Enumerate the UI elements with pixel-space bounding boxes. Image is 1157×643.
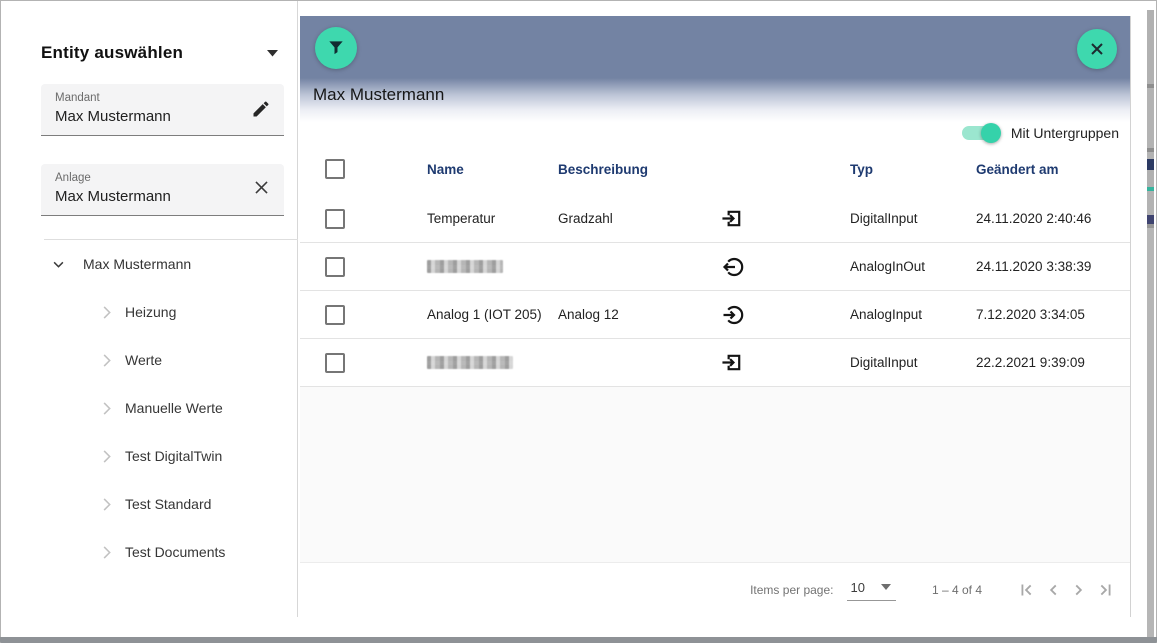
items-per-page-label: Items per page:: [750, 583, 834, 597]
cell-geaendert-am: 22.2.2021 9:39:09: [976, 355, 1085, 370]
panel-appbar: [300, 16, 1130, 78]
chevron-right-icon: [1075, 584, 1083, 596]
table-row[interactable]: DigitalInput 22.2.2021 9:39:09: [300, 339, 1130, 387]
cell-name: Analog 1 (IOT 205): [427, 307, 542, 322]
sidebar-title: Entity auswählen: [41, 43, 184, 62]
close-button[interactable]: [1077, 29, 1117, 69]
previous-page-button[interactable]: [1040, 577, 1066, 603]
chevron-right-icon[interactable]: [97, 495, 116, 514]
first-page-icon: [1021, 584, 1032, 596]
cell-geaendert-am: 24.11.2020 2:40:46: [976, 211, 1092, 226]
chevron-down-icon[interactable]: [266, 49, 279, 57]
tree-node-label: Werte: [125, 352, 163, 368]
subgroups-toggle-label: Mit Untergruppen: [1010, 124, 1119, 141]
table-row[interactable]: Analog 1 (IOT 205) Analog 12 AnalogInput…: [300, 291, 1130, 339]
cell-geaendert-am: 7.12.2020 3:34:05: [976, 307, 1085, 322]
input-square-icon: [722, 210, 741, 227]
anlage-label: Anlage: [55, 172, 91, 184]
row-checkbox[interactable]: [325, 256, 345, 277]
chevron-right-icon[interactable]: [97, 399, 116, 418]
tree-node-label: Test DigitalTwin: [125, 448, 223, 464]
panel-title: Max Mustermann: [313, 85, 445, 104]
tree-node[interactable]: Test Standard: [91, 480, 225, 528]
toggle-thumb[interactable]: [980, 122, 1001, 143]
tree-node-label: Manuelle Werte: [125, 400, 223, 416]
select-all-checkbox[interactable]: [325, 159, 345, 179]
entity-sidebar: Entity auswählen Mandant Max Mustermann …: [1, 1, 298, 617]
table-header-row: Name Beschreibung Typ Geändert am: [300, 143, 1130, 195]
mandant-value: Max Mustermann: [55, 108, 171, 125]
tree-node[interactable]: Heizung: [91, 288, 225, 336]
sidebar-header[interactable]: Entity auswählen: [41, 39, 279, 67]
chevron-right-icon[interactable]: [97, 351, 116, 370]
column-header-name: Name: [427, 161, 464, 177]
column-header-typ: Typ: [850, 161, 873, 177]
tree-node-root[interactable]: Max Mustermann: [51, 250, 191, 278]
select-caret-icon: [880, 584, 891, 590]
filter-button[interactable]: [315, 27, 357, 69]
page-range-label: 1 – 4 of 4: [931, 583, 982, 597]
chevron-right-icon[interactable]: [97, 303, 116, 322]
clear-icon[interactable]: [252, 178, 271, 197]
cell-typ: DigitalInput: [850, 211, 918, 226]
paginator: Items per page: 10 1 – 4 of 4: [300, 563, 1130, 617]
arrow-out-circle-icon: [722, 257, 744, 276]
chevron-right-icon[interactable]: [97, 447, 116, 466]
cell-typ: DigitalInput: [850, 355, 918, 370]
subgroups-toggle[interactable]: [961, 122, 1001, 143]
row-checkbox[interactable]: [325, 352, 345, 373]
window-bottom-edge: [0, 637, 1157, 643]
anlage-field[interactable]: Anlage Max Mustermann: [41, 164, 284, 216]
cell-beschreibung: Analog 12: [558, 307, 619, 322]
cell-typ: AnalogInput: [850, 307, 923, 322]
row-checkbox[interactable]: [325, 304, 345, 325]
tree-node-label: Test Standard: [125, 496, 212, 512]
chevron-expanded-icon[interactable]: [51, 257, 66, 272]
page-size-select[interactable]: 10: [847, 579, 896, 601]
cell-typ: AnalogInOut: [850, 259, 926, 274]
cell-geaendert-am: 24.11.2020 3:38:39: [976, 259, 1092, 274]
table-empty-area: [300, 387, 1130, 563]
tree-node[interactable]: Werte: [91, 336, 225, 384]
tree-node[interactable]: Test DigitalTwin: [91, 432, 225, 480]
column-header-geaendert-am: Geändert am: [976, 161, 1059, 177]
table-row[interactable]: Temperatur Gradzahl DigitalInput 24.11.2…: [300, 195, 1130, 243]
mandant-label: Mandant: [55, 92, 100, 104]
appbar-fade: Max Mustermann: [300, 78, 1130, 122]
entity-panel: Max Mustermann Mit Untergruppen Name Bes…: [300, 16, 1131, 617]
subgroups-toggle-row: Mit Untergruppen: [300, 122, 1130, 143]
mandant-field[interactable]: Mandant Max Mustermann: [41, 84, 284, 136]
cell-name: Temperatur: [427, 211, 496, 226]
close-icon: [1091, 43, 1103, 55]
tree-node-label: Test Documents: [125, 544, 226, 560]
tree-children: Heizung Werte Manuelle Werte Test Digita…: [91, 288, 225, 576]
cell-name-redacted: [427, 260, 558, 273]
last-page-icon: [1100, 584, 1111, 596]
cell-beschreibung: Gradzahl: [558, 211, 613, 226]
window-edge-scrollbar[interactable]: [1147, 10, 1154, 639]
row-checkbox[interactable]: [325, 208, 345, 229]
sidebar-divider: [44, 239, 298, 240]
anlage-value: Max Mustermann: [55, 188, 171, 205]
first-page-button[interactable]: [1014, 577, 1040, 603]
input-square-icon: [722, 354, 741, 371]
next-page-button[interactable]: [1066, 577, 1092, 603]
tree-node[interactable]: Manuelle Werte: [91, 384, 225, 432]
tree-node-label: Heizung: [125, 304, 177, 320]
filter-icon: [329, 41, 343, 55]
cell-name-redacted: [427, 356, 558, 369]
tree-node-label: Max Mustermann: [83, 256, 192, 272]
table-row[interactable]: AnalogInOut 24.11.2020 3:38:39: [300, 243, 1130, 291]
chevron-left-icon: [1049, 584, 1057, 596]
tree-node[interactable]: Test Documents: [91, 528, 225, 576]
arrow-in-circle-icon: [723, 305, 744, 324]
chevron-right-icon[interactable]: [97, 543, 116, 562]
last-page-button[interactable]: [1092, 577, 1118, 603]
edit-icon[interactable]: [251, 99, 271, 119]
column-header-beschreibung: Beschreibung: [558, 161, 649, 177]
page-size-value: 10: [850, 579, 865, 595]
